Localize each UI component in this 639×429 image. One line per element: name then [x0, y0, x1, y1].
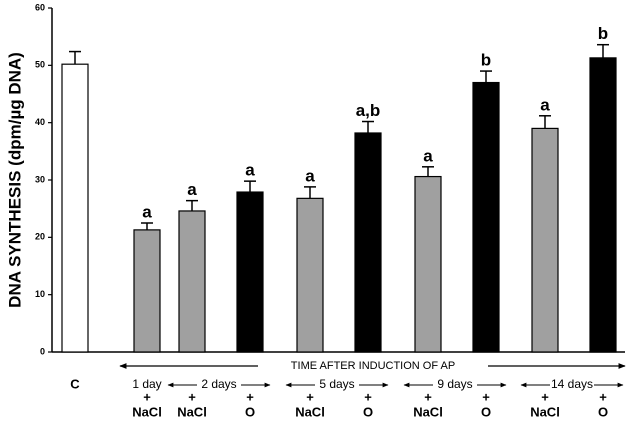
- significance-label: a: [142, 202, 152, 221]
- bar: [589, 57, 617, 353]
- plus-sign: +: [541, 389, 549, 404]
- plus-sign: +: [482, 389, 490, 404]
- x-tick-label: NaCl: [132, 404, 162, 419]
- significance-label: a: [423, 146, 433, 165]
- plus-sign: +: [424, 389, 432, 404]
- significance-label: a: [245, 161, 255, 180]
- significance-label: a: [305, 166, 315, 185]
- bar: [414, 175, 442, 353]
- y-tick-label: 50: [35, 60, 45, 70]
- x-tick-label: O: [598, 404, 608, 419]
- x-tick-label: C: [70, 376, 80, 391]
- significance-label: a,b: [356, 101, 381, 120]
- time-axis-label: TIME AFTER INDUCTION OF AP: [291, 360, 455, 372]
- x-tick-label: NaCl: [413, 404, 443, 419]
- label-bg: [550, 378, 594, 392]
- time-group-label: 2 days: [201, 377, 236, 391]
- label-bg: [433, 378, 477, 392]
- bar: [531, 127, 559, 353]
- plus-sign: +: [306, 389, 314, 404]
- time-group-label: 5 days: [319, 377, 354, 391]
- significance-label: b: [481, 51, 491, 70]
- bar: [354, 132, 382, 353]
- plus-sign: +: [364, 389, 372, 404]
- plus-sign: +: [143, 389, 151, 404]
- bar: [472, 81, 500, 353]
- x-tick-label: O: [481, 404, 491, 419]
- y-tick-label: 20: [35, 232, 45, 242]
- y-tick-label: 10: [35, 289, 45, 299]
- x-tick-label: NaCl: [177, 404, 207, 419]
- bar: [296, 197, 324, 353]
- plus-sign: +: [188, 389, 196, 404]
- x-tick-label: NaCl: [530, 404, 560, 419]
- x-tick-label: O: [363, 404, 373, 419]
- label-bg: [315, 378, 359, 392]
- label-bg: [197, 378, 241, 392]
- y-tick-label: 30: [35, 174, 45, 184]
- bar: [61, 63, 89, 353]
- time-group-label: 9 days: [437, 377, 472, 391]
- plus-sign: +: [246, 389, 254, 404]
- x-tick-label: O: [245, 404, 255, 419]
- significance-label: a: [540, 95, 550, 114]
- y-axis-label: DNA SYNTHESIS (dpm/µg DNA): [5, 52, 24, 308]
- bar: [178, 210, 206, 353]
- y-tick-label: 60: [35, 2, 45, 12]
- significance-label: b: [598, 24, 608, 43]
- time-group-label: 1 day: [132, 377, 161, 391]
- plus-sign: +: [599, 389, 607, 404]
- x-tick-label: NaCl: [295, 404, 325, 419]
- y-tick-label: 0: [40, 346, 45, 356]
- bar: [133, 229, 161, 353]
- y-tick-label: 40: [35, 117, 45, 127]
- label-bg: [258, 360, 488, 372]
- bar: [236, 191, 264, 353]
- significance-label: a: [187, 180, 197, 199]
- time-group-label: 14 days: [551, 377, 593, 391]
